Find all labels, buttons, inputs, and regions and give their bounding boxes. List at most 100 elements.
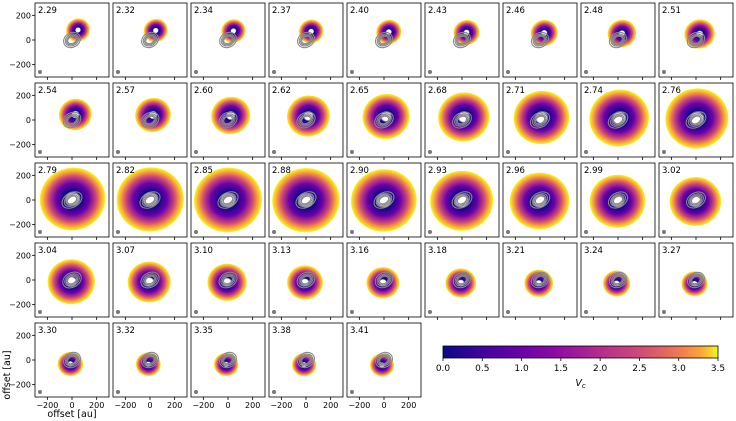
channel-label: 2.40 bbox=[350, 6, 369, 16]
contour-line bbox=[686, 271, 706, 289]
channel-panel: 2.46 bbox=[502, 2, 578, 80]
contour-line bbox=[530, 31, 550, 49]
channel-label: 3.38 bbox=[272, 326, 291, 336]
channel-label: 2.85 bbox=[194, 166, 213, 176]
beam-marker bbox=[38, 390, 42, 394]
emission-map bbox=[669, 176, 722, 227]
contour-line bbox=[690, 274, 702, 286]
contour-line bbox=[144, 34, 156, 46]
beam-marker bbox=[662, 150, 666, 154]
channel-label: 2.60 bbox=[194, 86, 213, 96]
contour-line bbox=[610, 273, 626, 287]
contour-line bbox=[221, 194, 235, 206]
contour-line bbox=[454, 113, 470, 127]
contour-line bbox=[297, 351, 315, 369]
contour-line bbox=[298, 353, 314, 367]
contour-line bbox=[607, 111, 629, 129]
contour-line bbox=[454, 33, 470, 47]
channel-panel: 3.30 200 0 −200 −200 0 200 bbox=[9, 322, 110, 410]
channel-panel: 3.24 bbox=[580, 242, 656, 320]
beam-marker bbox=[116, 150, 120, 154]
channel-label: 2.79 bbox=[38, 166, 57, 176]
channel-label: 2.71 bbox=[506, 86, 525, 96]
beam-marker bbox=[194, 310, 198, 314]
contour-line bbox=[454, 273, 470, 287]
contour-line bbox=[64, 353, 80, 367]
beam-marker bbox=[584, 150, 588, 154]
channel-label: 2.65 bbox=[350, 86, 369, 96]
contour-line bbox=[223, 115, 233, 125]
contour-line bbox=[686, 191, 706, 209]
beam-marker bbox=[116, 310, 120, 314]
contour-line bbox=[688, 33, 704, 47]
channel-panel: 3.07 bbox=[112, 242, 188, 320]
channel-label: 3.18 bbox=[428, 246, 447, 256]
contour-line bbox=[67, 355, 77, 365]
contour-line bbox=[533, 194, 547, 206]
contour-line bbox=[533, 274, 547, 286]
contour-line bbox=[611, 114, 625, 126]
contour-line bbox=[374, 271, 394, 289]
emission-map bbox=[116, 167, 184, 232]
contour-line bbox=[142, 273, 158, 287]
channel-panel: 3.13 bbox=[268, 242, 344, 320]
emission-map bbox=[272, 168, 340, 233]
channel-panel: 2.60 bbox=[190, 82, 266, 160]
channel-panel: 2.93 bbox=[424, 162, 500, 240]
contour-line bbox=[299, 194, 313, 206]
contour-line bbox=[376, 33, 392, 47]
contour-line bbox=[529, 191, 551, 209]
beam-marker bbox=[506, 310, 510, 314]
channel-panel: 2.71 bbox=[502, 82, 578, 160]
contour-line bbox=[66, 195, 78, 205]
channel-panel: 2.79 200 0 −200 bbox=[9, 162, 110, 240]
contour-line bbox=[455, 114, 469, 126]
y-axis-title: offset [au] bbox=[2, 350, 13, 399]
channel-label: 3.41 bbox=[350, 326, 369, 336]
beam-marker bbox=[428, 230, 432, 234]
contour-line bbox=[218, 271, 238, 289]
contour-line bbox=[141, 351, 159, 369]
contour-line bbox=[220, 113, 236, 127]
contour-line bbox=[62, 111, 82, 129]
x-tick-label: −200 bbox=[348, 401, 370, 410]
channel-label: 2.54 bbox=[38, 86, 57, 96]
contour-line bbox=[374, 31, 394, 49]
contour-line bbox=[613, 35, 623, 45]
beam-marker bbox=[350, 150, 354, 154]
x-axis-title: offset [au] bbox=[47, 409, 96, 420]
contour-line bbox=[223, 35, 233, 45]
contour-line bbox=[611, 194, 625, 206]
contour-line bbox=[612, 115, 624, 125]
contour-line bbox=[223, 275, 233, 285]
channel-label: 2.74 bbox=[584, 86, 603, 96]
colorbar-gradient bbox=[442, 345, 719, 359]
beam-marker bbox=[272, 70, 276, 74]
emission-map bbox=[287, 265, 323, 300]
contour-line bbox=[534, 34, 546, 46]
channel-panel: 2.68 bbox=[424, 82, 500, 160]
channel-panel: 3.10 bbox=[190, 242, 266, 320]
beam-marker bbox=[194, 70, 198, 74]
y-tick-label: −200 bbox=[9, 221, 31, 230]
beam-marker bbox=[428, 310, 432, 314]
emission-map bbox=[513, 90, 570, 145]
contour-line bbox=[531, 113, 549, 127]
contour-line bbox=[298, 113, 314, 127]
contour-line bbox=[456, 115, 468, 125]
contour-line bbox=[299, 114, 313, 126]
beam-marker bbox=[272, 310, 276, 314]
contour-line bbox=[612, 195, 624, 205]
contour-line bbox=[533, 114, 547, 126]
contour-line bbox=[452, 31, 472, 49]
channel-panel: 3.41 −200 0 200 bbox=[346, 322, 422, 410]
contour-line bbox=[221, 274, 235, 286]
contour-line bbox=[222, 195, 234, 205]
contour-line bbox=[451, 191, 473, 209]
x-tick-label: −200 bbox=[270, 401, 292, 410]
beam-marker bbox=[272, 390, 276, 394]
emission-map bbox=[47, 259, 95, 305]
beam-marker bbox=[38, 230, 42, 234]
contour-line bbox=[378, 354, 390, 366]
